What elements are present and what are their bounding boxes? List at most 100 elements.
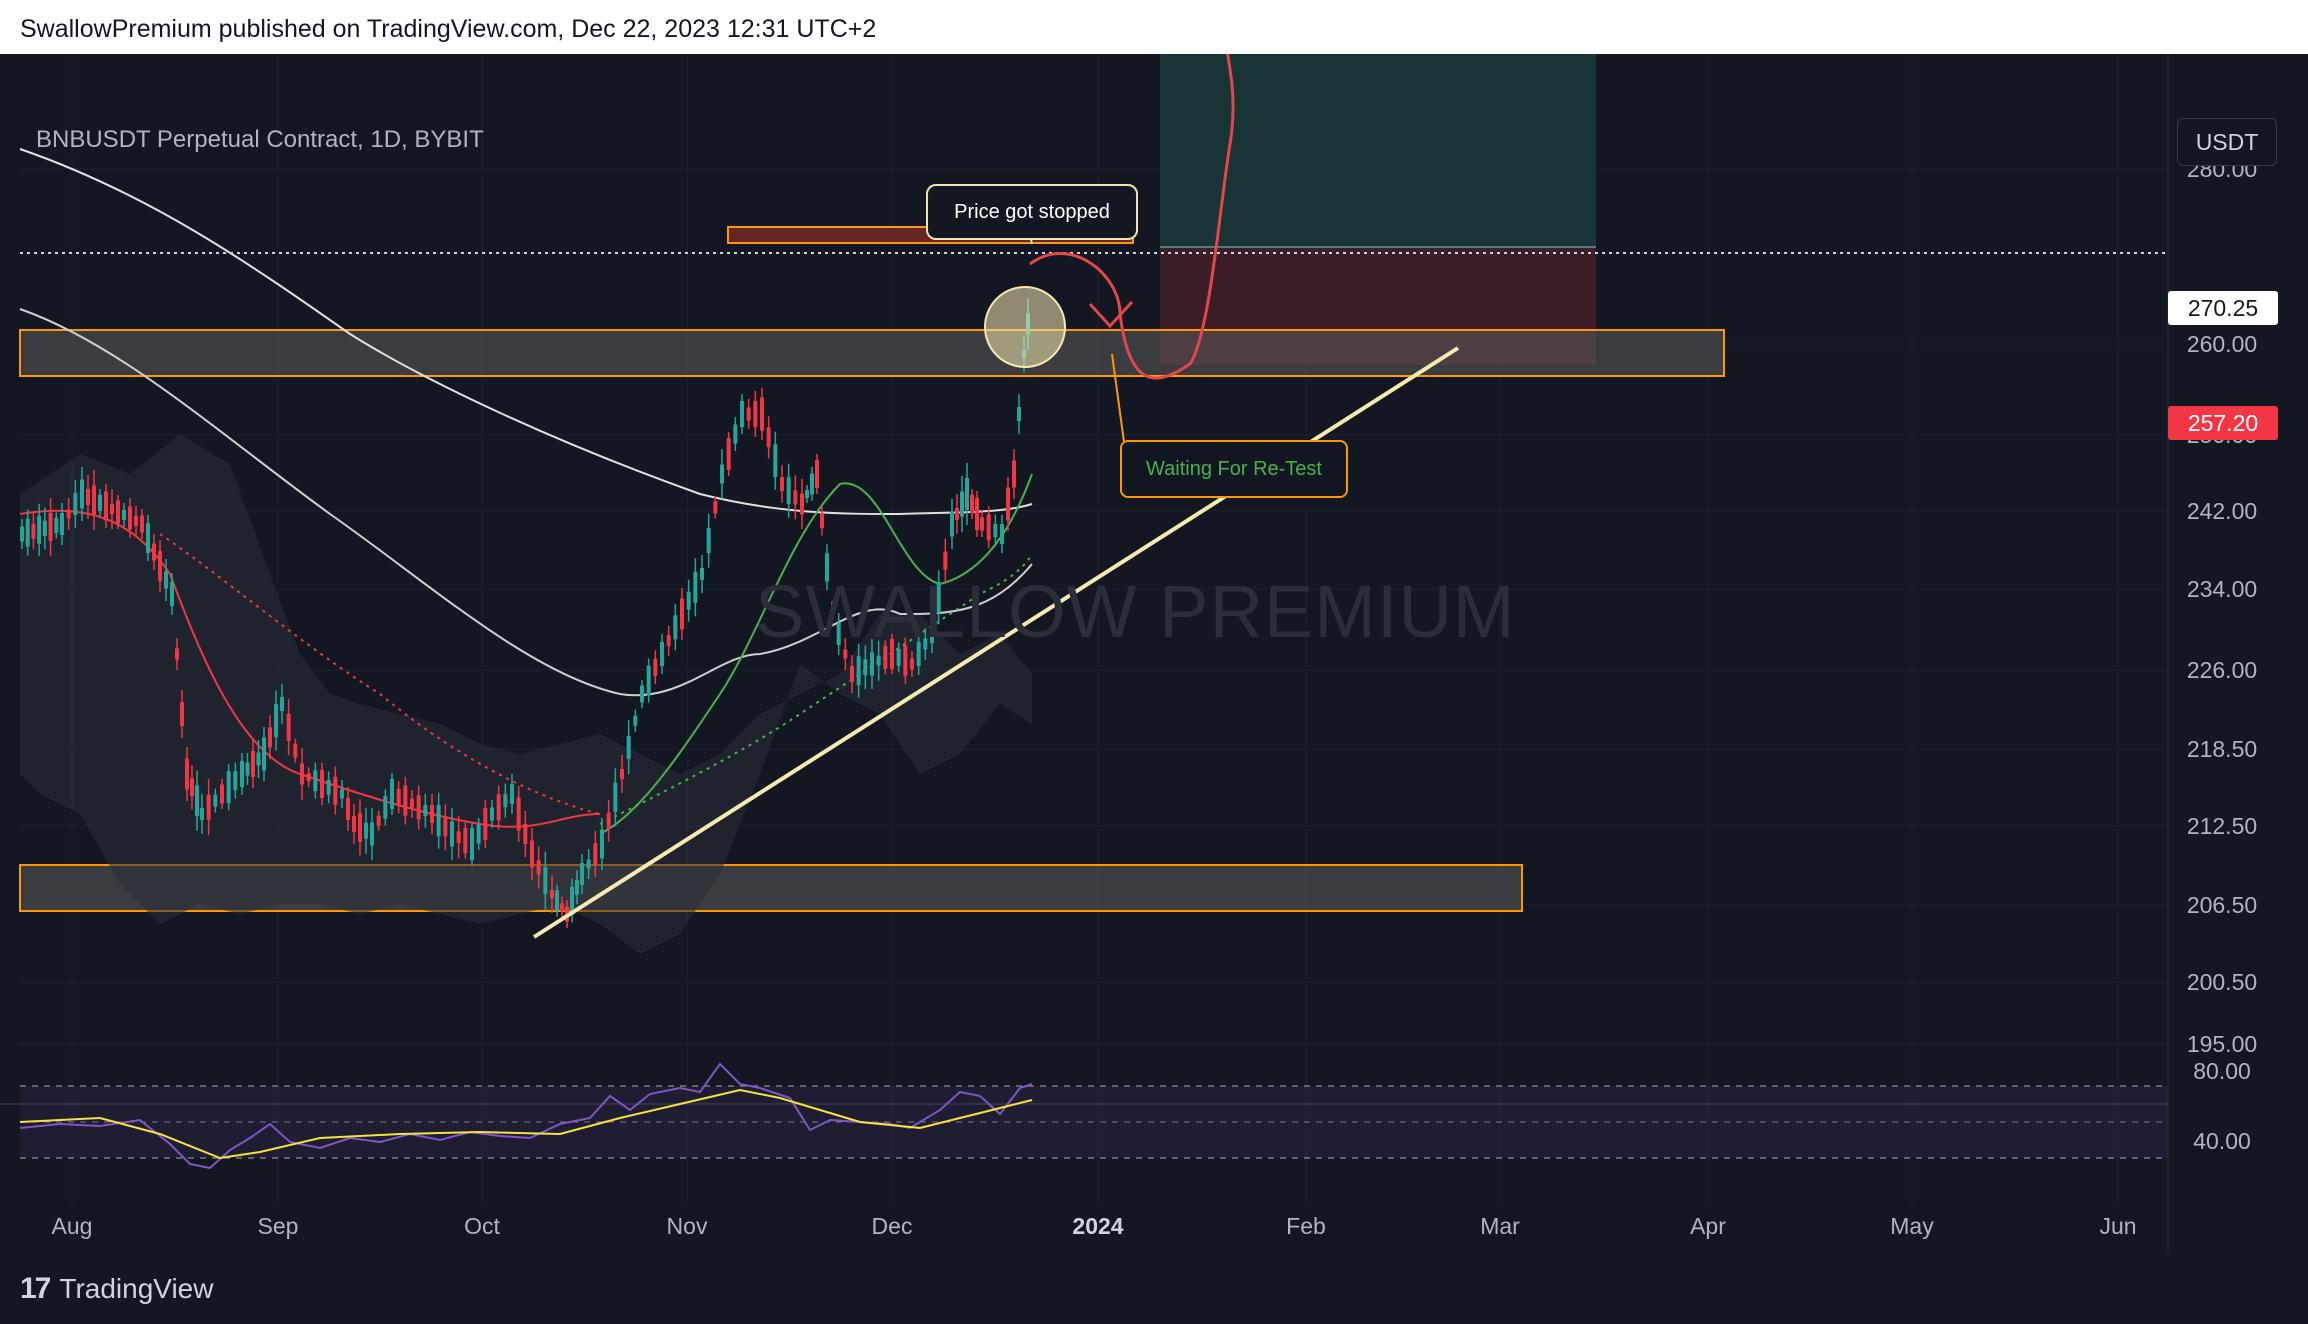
candle-body [850, 666, 854, 682]
candle-body [555, 890, 559, 912]
callout-retest: Waiting For Re-Test [1120, 440, 1348, 498]
candle-body [810, 473, 814, 495]
time-tick-label: Dec [872, 1213, 913, 1239]
candle-body [530, 840, 534, 868]
candle-body [20, 526, 24, 542]
candle-body [376, 815, 381, 826]
candle-body [633, 715, 638, 726]
footer-bar: 17 TradingView [0, 1254, 2308, 1324]
candle-body [523, 824, 528, 844]
candle-body [903, 645, 908, 676]
time-tick-label: Aug [52, 1213, 93, 1239]
candle-body [268, 727, 272, 748]
candle-body [570, 886, 574, 915]
candle-body [713, 501, 718, 514]
candle-body [410, 798, 414, 810]
time-axis[interactable]: Aug Sep Oct Nov Dec 2024 Feb Mar Apr May Jun [52, 1213, 2137, 1239]
candle-body [863, 659, 868, 676]
candle-body [383, 795, 388, 819]
candle-body [170, 582, 174, 606]
candle-body [352, 816, 356, 832]
candle-body [720, 464, 724, 484]
candle-body [856, 656, 861, 686]
price-tick-label: 206.50 [2187, 892, 2257, 918]
price-axis[interactable]: 280.00260.00250.00242.00234.00226.00218.… [2187, 156, 2257, 1154]
candle-body [104, 491, 108, 521]
candle-body [60, 513, 64, 535]
candle-body [890, 639, 894, 669]
candle-body [42, 520, 47, 536]
candle-body [152, 543, 156, 561]
candle-body [693, 571, 698, 603]
candle-body [25, 518, 30, 547]
candle-body [930, 625, 934, 643]
bollinger-band [20, 434, 1032, 954]
time-tick-label: Sep [258, 1213, 299, 1239]
candle-body [780, 477, 784, 491]
price-tick-label: 218.50 [2187, 736, 2257, 762]
candle-body [950, 511, 954, 537]
candle-body [483, 808, 488, 840]
price-tick-label: 195.00 [2187, 1031, 2257, 1057]
time-tick-label: Mar [1480, 1213, 1520, 1239]
candle-body [1012, 460, 1016, 488]
stop-price-tag: 257.20 [2168, 406, 2278, 440]
candle-body [31, 523, 36, 539]
candle-body [110, 504, 114, 514]
candle-body [766, 427, 771, 448]
candle-body [510, 784, 514, 804]
chart-area[interactable]: 280.00260.00250.00242.00234.00226.00218.… [0, 54, 2308, 1254]
candle-body [220, 784, 224, 804]
tradingview-brand[interactable]: 17 TradingView [20, 1272, 213, 1306]
publish-header: SwallowPremium published on TradingView.… [0, 0, 2308, 54]
candle-body [66, 509, 71, 519]
callout-price-stopped: Price got stopped [926, 184, 1138, 240]
time-tick-label: 2024 [1072, 1213, 1123, 1239]
ma-200-line [19, 148, 1033, 516]
price-chart[interactable]: 280.00260.00250.00242.00234.00226.00218.… [0, 54, 2308, 1254]
currency-button[interactable]: USDT [2177, 118, 2277, 166]
highlight-circle [984, 286, 1066, 368]
ma-50-line [19, 509, 601, 828]
candle-body [740, 401, 744, 427]
candle-body [333, 776, 338, 805]
candle-body [390, 779, 394, 809]
candle-body [646, 665, 651, 696]
time-tick-label: Jun [2099, 1213, 2136, 1239]
candle-body [240, 761, 244, 787]
candle-body [560, 903, 564, 912]
candle-body [653, 658, 658, 676]
candle-body [200, 808, 204, 820]
candle-body [960, 491, 964, 517]
candle-body [943, 551, 948, 570]
candle-body [640, 685, 644, 703]
candle-body [175, 648, 179, 660]
candle-body [86, 489, 90, 505]
tradingview-logo-icon: 17 [20, 1272, 51, 1305]
candle-body [443, 818, 448, 837]
candle-body [600, 829, 604, 859]
time-tick-label: Feb [1286, 1213, 1326, 1239]
candle-body [313, 770, 318, 792]
candle-body [92, 485, 96, 515]
candle-body [116, 500, 120, 524]
candle-body [910, 658, 914, 670]
candle-body [593, 843, 598, 865]
candle-body [580, 863, 584, 885]
candle-body [800, 493, 804, 515]
take-profit-area [1160, 54, 1596, 249]
candle-body [364, 822, 368, 839]
candle-body [815, 460, 819, 488]
candle-body [760, 397, 764, 431]
candle-body [753, 401, 758, 427]
candle-body [262, 737, 266, 771]
projection-arrow-icon [1088, 300, 1134, 329]
candle-body [245, 762, 250, 776]
candle-body [403, 785, 408, 816]
candle-body [233, 771, 238, 791]
candle-body [54, 517, 59, 533]
candle-body [122, 510, 126, 520]
candle-body [700, 568, 704, 580]
candle-body [80, 479, 84, 509]
candle-body [396, 788, 401, 806]
